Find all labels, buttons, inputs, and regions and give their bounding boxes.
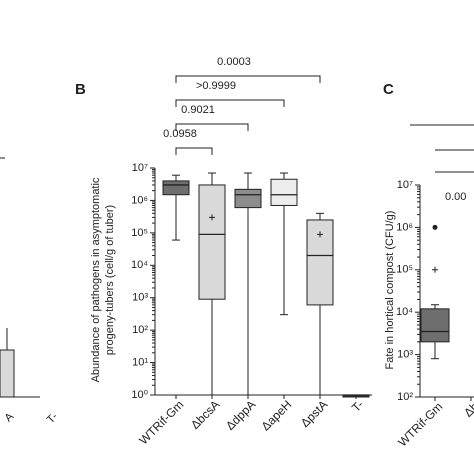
x-tick-label: ΔpstA [298, 397, 331, 430]
significance-bracket [175, 147, 213, 155]
box [162, 180, 190, 196]
panel-label: C [383, 81, 394, 98]
mean-marker [317, 231, 323, 238]
panel-a-bar-fragment [0, 349, 15, 398]
x-tick-label: ΔapeH [259, 397, 295, 433]
p-value: 0.0958 [163, 128, 197, 140]
p-value: >0.9999 [196, 80, 236, 92]
y-axis-label: progeny-tubers (cell/g of tuber) [104, 205, 116, 355]
y-tick-label: 10² [132, 324, 148, 336]
y-tick-label: 10¹ [132, 356, 148, 368]
y-tick-label: 10³ [397, 349, 413, 361]
x-tick-label: WTRif-Gm [395, 399, 445, 449]
y-tick-label: 10⁴ [131, 259, 148, 271]
significance-bracket [175, 75, 321, 83]
y-tick-label: 10⁵ [396, 264, 413, 276]
panel-label: B [75, 81, 86, 98]
box [420, 308, 450, 343]
box [270, 178, 298, 206]
y-tick-label: 10⁶ [131, 194, 148, 206]
x-tick-label: Δb [461, 399, 474, 420]
x-tick-label: T- [349, 397, 366, 414]
p-value: 0.00 [445, 191, 466, 203]
y-axis-label: Abundance of pathogens in asymptomatic [90, 177, 102, 382]
x-tick-label: ΔdppA [223, 397, 258, 432]
x-tick-label: ΔbcsA [188, 397, 222, 431]
box [198, 184, 226, 300]
mean-marker [432, 266, 438, 273]
y-tick-label: 10⁶ [396, 221, 413, 233]
box [234, 188, 262, 209]
panel-a-label: A [2, 410, 16, 424]
x-tick-label: WTRif-Gm [136, 397, 186, 447]
panel-a-label: T- [45, 410, 61, 426]
p-value: 0.0003 [217, 56, 251, 68]
y-tick-label: 10⁴ [396, 306, 413, 318]
y-tick-label: 10⁷ [397, 179, 413, 191]
y-tick-label: 10² [397, 391, 413, 403]
mean-marker [209, 214, 215, 221]
significance-bracket [175, 123, 249, 131]
y-tick-label: 10⁷ [132, 162, 148, 174]
p-value: 0.9021 [181, 104, 215, 116]
y-axis-label: Fate in hortical compost (CFU/g) [384, 211, 396, 370]
outlier [432, 224, 438, 230]
y-tick-label: 10⁰ [131, 389, 148, 401]
y-tick-label: 10³ [132, 292, 148, 304]
y-tick-label: 10⁵ [131, 227, 148, 239]
significance-bracket [175, 99, 285, 107]
